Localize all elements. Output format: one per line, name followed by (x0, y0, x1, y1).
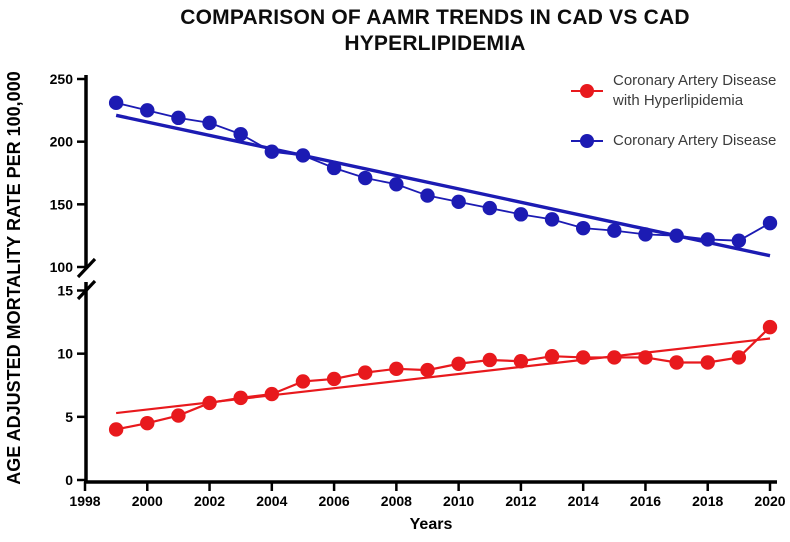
data-point-2005 (295, 374, 311, 389)
data-point-1999 (108, 95, 124, 111)
y-tick-label: 100 (50, 259, 74, 275)
data-point-2008 (389, 361, 404, 377)
x-tick-label: 2006 (319, 493, 350, 509)
data-point-2015 (607, 350, 622, 365)
data-point-2020 (762, 215, 778, 231)
x-tick-label: 2008 (381, 493, 412, 509)
data-point-2018 (700, 232, 715, 247)
data-point-2003 (233, 390, 248, 406)
x-tick-label: 2000 (132, 493, 163, 509)
data-point-2013 (544, 348, 560, 364)
x-tick-label: 2012 (505, 493, 536, 509)
legend-marker-blue-icon (571, 133, 603, 148)
data-point-2020 (762, 319, 778, 335)
data-point-2011 (482, 352, 497, 368)
data-point-2017 (669, 355, 684, 370)
chart-title-line1: COMPARISON OF AAMR TRENDS IN CAD VS CAD (180, 6, 690, 29)
data-point-2014 (575, 220, 591, 236)
data-point-2000 (140, 415, 155, 431)
data-point-2018 (700, 355, 715, 370)
x-tick-label: 2018 (692, 493, 723, 509)
data-point-2007 (358, 365, 373, 380)
data-point-2000 (140, 103, 155, 118)
chart-legend: Coronary Artery Disease with Hyperlipide… (570, 71, 790, 151)
data-point-2007 (358, 170, 373, 186)
x-tick-label: 2016 (630, 493, 661, 509)
series-line (115, 101, 771, 242)
data-point-2011 (482, 200, 497, 216)
data-point-2017 (669, 228, 684, 243)
data-point-2009 (420, 362, 435, 378)
data-point-2006 (326, 371, 342, 387)
data-point-2013 (544, 212, 560, 227)
y-tick-label: 150 (50, 196, 74, 212)
legend-item-cad: Coronary Artery Disease (570, 131, 790, 151)
y-tick-label: 0 (65, 472, 73, 488)
data-point-2002 (202, 395, 217, 411)
x-tick-label: 2014 (568, 493, 599, 509)
data-point-2004 (264, 144, 280, 159)
data-point-2012 (513, 354, 529, 369)
y-tick-label: 10 (57, 346, 73, 362)
x-tick-label: 2010 (443, 493, 474, 509)
y-tick-label: 5 (65, 409, 73, 425)
data-point-2003 (233, 126, 248, 142)
y-tick-label: 15 (57, 283, 73, 299)
data-point-2001 (171, 110, 186, 126)
axis-break-slash-lower (76, 279, 97, 301)
axis-break-slash-upper (76, 257, 97, 279)
legend-label-cad: Coronary Artery Disease (613, 132, 777, 149)
x-tick-label: 2002 (194, 493, 225, 509)
data-point-2004 (264, 386, 280, 402)
data-point-2019 (731, 233, 747, 248)
y-axis-label: AGE ADJUSTED MORTALITY RATE PER 100,000 (4, 71, 24, 484)
data-point-2002 (202, 115, 217, 131)
x-tick-label: 2004 (256, 493, 287, 509)
data-point-2008 (389, 177, 404, 192)
data-point-2014 (575, 350, 591, 365)
data-point-2016 (638, 350, 653, 365)
data-point-2016 (638, 227, 653, 242)
data-point-2010 (451, 356, 466, 371)
y-tick-label: 250 (50, 71, 74, 87)
trend-line (115, 113, 771, 258)
legend-item-cad-hyperlipidemia: Coronary Artery Disease with Hyperlipide… (570, 71, 790, 110)
legend-marker-red-icon (571, 83, 603, 98)
data-point-2005 (295, 148, 311, 163)
series-line (115, 326, 771, 431)
data-point-2012 (513, 207, 529, 222)
data-point-2010 (451, 194, 466, 210)
trend-line (116, 337, 771, 415)
legend-label-cad-hyperlipidemia: Coronary Artery Disease with Hyperlipide… (613, 72, 777, 109)
data-point-2009 (420, 188, 435, 203)
chart-title-line2: HYPERLIPIDEMIA (344, 32, 526, 56)
x-tick-label: 2020 (754, 493, 785, 509)
data-point-2019 (731, 350, 747, 365)
data-point-2006 (326, 160, 342, 176)
data-point-2001 (171, 408, 186, 423)
data-point-2015 (607, 223, 622, 238)
x-axis-label: Years (410, 516, 453, 533)
data-point-1999 (108, 422, 124, 437)
chart-title: COMPARISON OF AAMR TRENDS IN CAD VS CAD … (80, 5, 790, 58)
y-tick-label: 200 (50, 134, 74, 150)
x-tick-label: 1998 (69, 493, 100, 509)
